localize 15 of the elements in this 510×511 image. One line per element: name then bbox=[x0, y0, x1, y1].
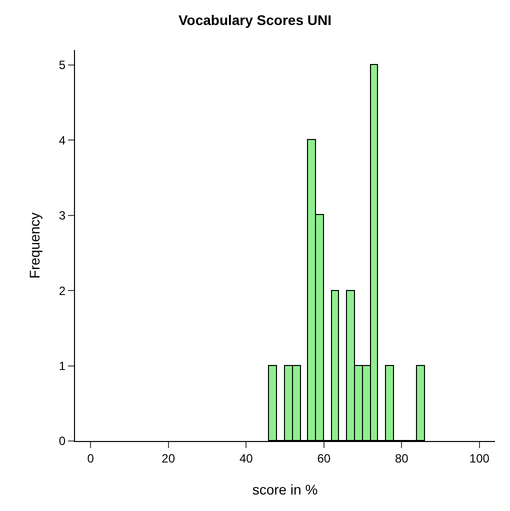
x-axis-title: score in % bbox=[252, 482, 318, 498]
x-tick-label: 40 bbox=[239, 451, 254, 466]
y-tick-label: 3 bbox=[58, 208, 66, 223]
x-tick-label: 20 bbox=[162, 451, 176, 466]
y-tick-label: 4 bbox=[58, 133, 66, 148]
y-axis-title: Frequency bbox=[26, 212, 43, 279]
y-tick-label: 0 bbox=[58, 434, 66, 448]
y-tick-label: 1 bbox=[58, 359, 66, 374]
y-tick-label: 2 bbox=[58, 284, 66, 298]
x-tick-label: 0 bbox=[87, 451, 94, 466]
y-tick-label: 5 bbox=[58, 58, 66, 72]
chart-title: Vocabulary Scores UNI bbox=[178, 12, 332, 28]
x-tick-label: 80 bbox=[394, 451, 409, 466]
x-tick-label: 100 bbox=[469, 451, 490, 466]
x-tick-label: 60 bbox=[317, 451, 331, 466]
